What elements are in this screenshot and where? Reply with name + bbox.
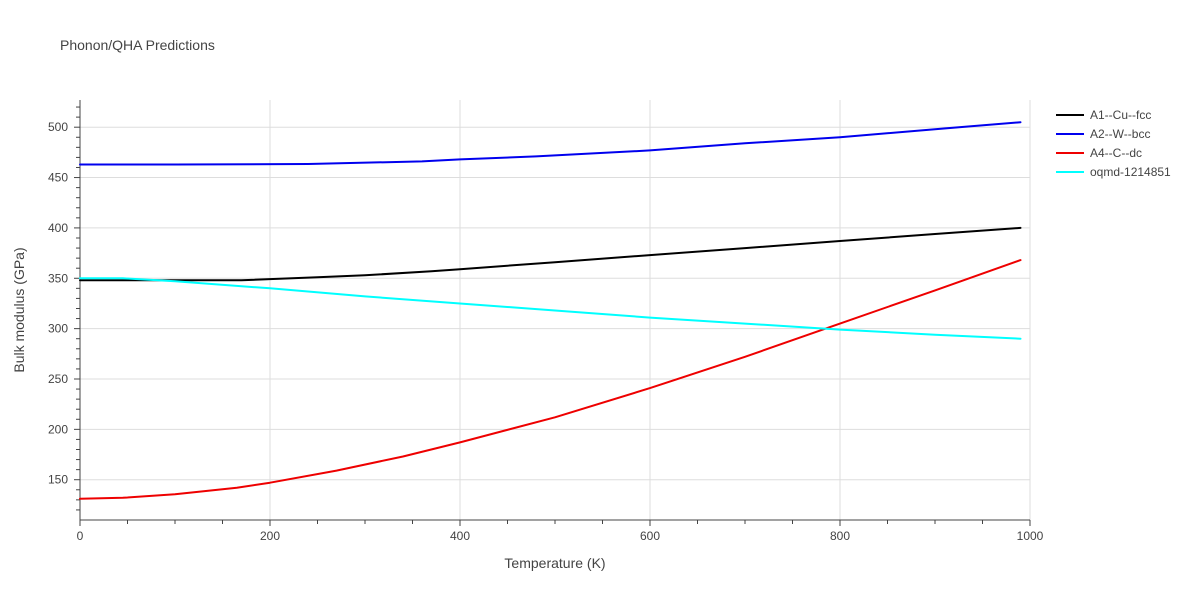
x-tick-label: 1000: [1017, 529, 1044, 543]
x-tick-label: 800: [830, 529, 850, 543]
y-tick-label: 500: [48, 120, 68, 134]
legend-item[interactable]: A1--Cu--fcc: [1056, 108, 1151, 122]
legend-item[interactable]: A2--W--bcc: [1056, 127, 1150, 141]
y-tick-label: 300: [48, 322, 68, 336]
legend[interactable]: A1--Cu--fcc A2--W--bcc A4--C--dc oqmd-12148…: [1056, 108, 1171, 179]
plot-area: [79, 121, 1022, 500]
x-tick-label: 400: [450, 529, 470, 543]
legend-label: A4--C--dc: [1090, 146, 1142, 160]
chart-title: Phonon/QHA Predictions: [60, 37, 215, 53]
y-tick-label: 450: [48, 171, 68, 185]
x-tick-label: 0: [77, 529, 84, 543]
series-line-1[interactable]: [79, 121, 1022, 166]
legend-item[interactable]: A4--C--dc: [1056, 146, 1142, 160]
axes: 0 200 400 600 800 1000 150 200 250 300 350 400 450 50…: [48, 100, 1044, 543]
legend-item[interactable]: oqmd-1214851: [1056, 165, 1171, 179]
x-axis-title: Temperature (K): [504, 555, 605, 571]
y-tick-label: 350: [48, 271, 68, 285]
series-line-0[interactable]: [79, 226, 1022, 282]
y-tick-label: 400: [48, 221, 68, 235]
grid: [80, 100, 1031, 520]
series-line-3[interactable]: [79, 277, 1022, 340]
y-tick-label: 200: [48, 422, 68, 436]
y-tick-label: 150: [48, 473, 68, 487]
y-tick-label: 250: [48, 372, 68, 386]
legend-label: A1--Cu--fcc: [1090, 108, 1151, 122]
x-tick-label: 200: [260, 529, 280, 543]
legend-label: oqmd-1214851: [1090, 165, 1171, 179]
legend-label: A2--W--bcc: [1090, 127, 1150, 141]
y-axis-title: Bulk modulus (GPa): [11, 247, 27, 372]
x-tick-label: 600: [640, 529, 660, 543]
